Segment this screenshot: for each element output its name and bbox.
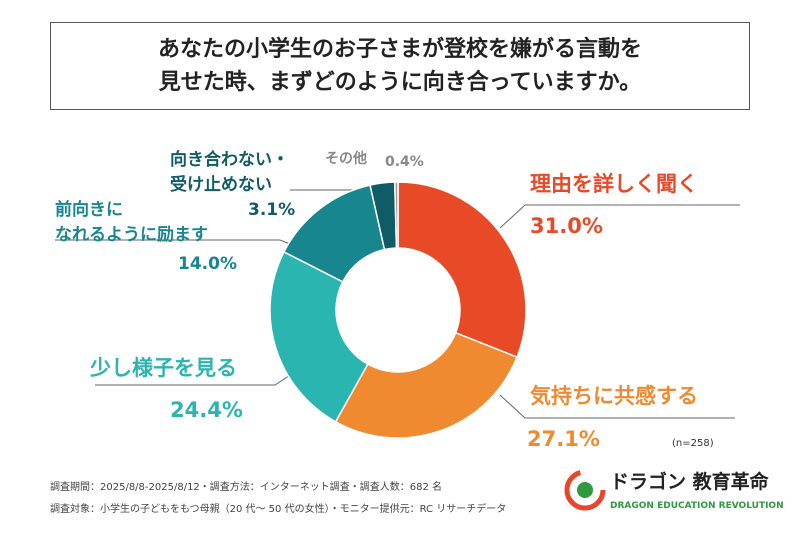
value-label: 24.4% [170,398,243,422]
logo-sub: DRAGON EDUCATION REVOLUTION [610,501,784,511]
donut-slice [269,250,369,423]
value-label: 14.0% [178,254,237,274]
value-label: 3.1% [248,200,296,220]
title-box: あなたの小学生のお子さまが登校を嫌がる言動を 見せた時、まずどのように向き合って… [50,22,750,110]
note: (n=258) [672,438,714,449]
donut-slice [397,181,527,359]
category-label: その他 [325,151,367,167]
title-line: あなたの小学生のお子さまが登校を嫌がる言動を [157,37,642,62]
value-label: 31.0% [530,214,603,238]
value-label: 27.1% [527,427,600,451]
title-line: 見せた時、まずどのように向き合っていますか。 [158,70,642,95]
category-label: 気持ちに共感する [530,384,698,408]
category-label: 少し様子を見る [90,356,237,380]
footer-line: 調査対象：小学生の子どもをもつ母親（20 代〜 50 代の女性）・モニター提供元… [50,504,507,515]
leader-line [499,394,735,419]
donut-slice [334,331,518,439]
category-label: 向き合わない・ 受け止めない [170,150,289,195]
category-label: 理由を詳しく聞く [530,172,698,196]
leader-line [499,204,740,229]
logo-icon [564,469,606,511]
category-label: 前向きに なれるように励ます [55,200,208,245]
value-label: 0.4% [385,154,424,170]
donut-slice [394,181,399,249]
footer-line: 調査期間：2025/8/8-2025/8/12・調査方法：インターネット調査・調… [50,482,443,493]
logo-name: ドラゴン 教育革命 [610,470,770,493]
